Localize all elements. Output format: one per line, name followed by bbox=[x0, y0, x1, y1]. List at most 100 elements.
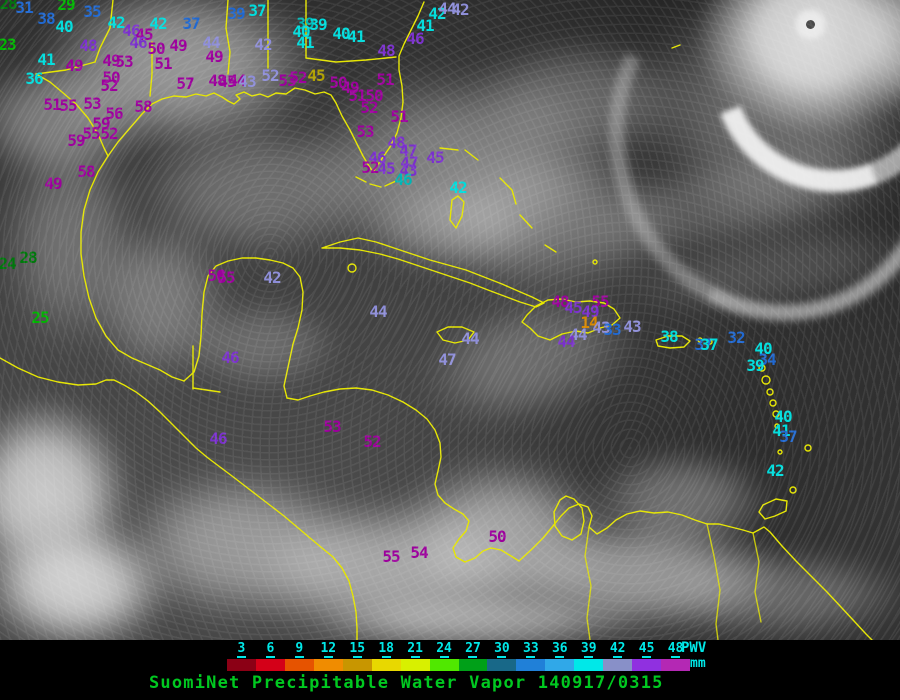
colorbar-tick-label: 12 bbox=[314, 642, 343, 658]
colorbar-segment bbox=[574, 659, 604, 671]
colorbar-tick-label: 3 bbox=[227, 642, 256, 658]
colorbar-segment bbox=[429, 659, 459, 671]
station-pwv-value: 41 bbox=[296, 33, 314, 52]
hurricane-inner-band-icon bbox=[672, 0, 900, 232]
station-pwv-value: 49 bbox=[205, 47, 223, 66]
station-pwv-value: 44 bbox=[569, 325, 587, 344]
station-pwv-value: 31 bbox=[15, 0, 33, 17]
cloud-blob bbox=[320, 590, 640, 640]
station-pwv-value: 49 bbox=[581, 302, 599, 321]
station-pwv-value: 24 bbox=[0, 254, 17, 273]
station-pwv-value: 40 bbox=[292, 22, 310, 41]
colorbar-segment bbox=[458, 659, 488, 671]
colorbar-segment bbox=[603, 659, 633, 671]
station-pwv-value: 45 bbox=[307, 66, 325, 85]
station-pwv-value: 43 bbox=[623, 317, 641, 336]
station-pwv-value: 47 bbox=[438, 350, 456, 369]
colorbar-segment bbox=[284, 659, 314, 671]
station-pwv-value: 48 bbox=[377, 41, 395, 60]
station-pwv-value: 34 bbox=[758, 350, 776, 369]
cloud-blob bbox=[120, 470, 360, 620]
station-pwv-value: 41 bbox=[416, 16, 434, 35]
station-pwv-value: 42 bbox=[451, 0, 469, 19]
station-pwv-value: 33 bbox=[603, 320, 621, 339]
station-pwv-value: 52 bbox=[361, 158, 379, 177]
station-pwv-value: 28 bbox=[19, 248, 37, 267]
colorbar-segment bbox=[371, 659, 401, 671]
station-pwv-value: 37 bbox=[779, 427, 797, 446]
station-pwv-value: 45 bbox=[135, 25, 153, 44]
cloud-blob bbox=[240, 500, 520, 640]
station-pwv-value: 49 bbox=[65, 56, 83, 75]
cloud-blob bbox=[615, 209, 900, 331]
station-pwv-value: 38 bbox=[37, 9, 55, 28]
cloud-blob bbox=[554, 127, 886, 283]
station-pwv-value: 52 bbox=[261, 66, 279, 85]
station-pwv-value: 48 bbox=[79, 36, 97, 55]
station-pwv-value: 45 bbox=[377, 159, 395, 178]
station-pwv-value: 55 bbox=[382, 547, 400, 566]
station-pwv-value: 46 bbox=[122, 21, 140, 40]
station-pwv-value: 46 bbox=[221, 348, 239, 367]
station-pwv-value: 46 bbox=[406, 29, 424, 48]
colorbar-tick-label: 33 bbox=[516, 642, 545, 658]
colorbar-segment bbox=[487, 659, 517, 671]
station-pwv-value: 46 bbox=[394, 170, 412, 189]
station-pwv-value: 49 bbox=[102, 51, 120, 70]
colorbar-segment bbox=[661, 659, 690, 671]
station-pwv-value: 44 bbox=[228, 71, 246, 90]
station-pwv-value: 52 bbox=[363, 432, 381, 451]
station-pwv-value: 46 bbox=[209, 429, 227, 448]
station-pwv-value: 45 bbox=[426, 148, 444, 167]
station-pwv-value: 39 bbox=[746, 356, 764, 375]
colorbar-tick-label: 42 bbox=[603, 642, 632, 658]
colorbar-segment bbox=[342, 659, 372, 671]
station-pwv-value: 58 bbox=[134, 97, 152, 116]
station-pwv-value: 56 bbox=[105, 104, 123, 123]
cloud-blob bbox=[590, 450, 770, 550]
station-pwv-value: 51 bbox=[154, 54, 172, 73]
station-pwv-value: 40 bbox=[55, 17, 73, 36]
colorbar-segment bbox=[400, 659, 430, 671]
station-pwv-value: 53 bbox=[356, 122, 374, 141]
cloud-blob bbox=[408, 273, 652, 447]
hurricane-eye-icon bbox=[806, 20, 815, 29]
station-pwv-value: 53 bbox=[83, 94, 101, 113]
station-pwv-value: 41 bbox=[772, 421, 790, 440]
cloud-blob bbox=[640, 0, 900, 240]
station-pwv-value: 50 bbox=[147, 39, 165, 58]
station-pwv-value: 36 bbox=[25, 69, 43, 88]
station-pwv-value: 45 bbox=[218, 72, 236, 91]
station-pwv-value: 50 bbox=[488, 527, 506, 546]
legend-strip: 3 6 9 12 15 18 21 24 27 30 33 36 39 42 45 48 PWV mm Suo… bbox=[0, 640, 900, 700]
station-pwv-value: 38 bbox=[660, 327, 678, 346]
colorbar-tick-label: 45 bbox=[632, 642, 661, 658]
station-pwv-value: 44 bbox=[438, 0, 456, 18]
station-pwv-value: 51 bbox=[348, 86, 366, 105]
cloud-blob bbox=[90, 220, 230, 380]
colorbar-segment bbox=[516, 659, 546, 671]
station-pwv-value: 59 bbox=[92, 114, 110, 133]
colorbar-tick-label: 36 bbox=[545, 642, 574, 658]
colorbar-tick-label: 27 bbox=[459, 642, 488, 658]
station-pwv-value: 54 bbox=[410, 543, 428, 562]
cloud-blob bbox=[700, 0, 900, 130]
colorbar-segment bbox=[632, 659, 662, 671]
station-pwv-value: 29 bbox=[57, 0, 75, 14]
cloud-blob bbox=[840, 0, 900, 110]
station-pwv-value: 35 bbox=[83, 2, 101, 21]
station-pwv-value: 43 bbox=[238, 72, 256, 91]
colorbar-tick-label: 9 bbox=[285, 642, 314, 658]
station-pwv-value: 42 bbox=[766, 461, 784, 480]
station-pwv-value: 50 bbox=[102, 68, 120, 87]
cloud-blob bbox=[300, 70, 620, 270]
station-pwv-value: 58 bbox=[77, 162, 95, 181]
station-pwv-value: 55 bbox=[59, 96, 77, 115]
station-pwv-value: 47 bbox=[399, 141, 417, 160]
colorbar-tick-label: 39 bbox=[574, 642, 603, 658]
station-pwv-value: 43 bbox=[399, 161, 417, 180]
station-pwv-value: 51 bbox=[376, 70, 394, 89]
station-pwv-value: 44 bbox=[369, 302, 387, 321]
station-pwv-value: 39 bbox=[309, 15, 327, 34]
